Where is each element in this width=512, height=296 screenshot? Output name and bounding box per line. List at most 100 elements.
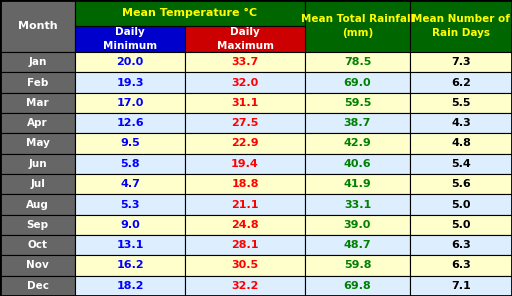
Bar — [185, 255, 305, 276]
Bar — [0, 276, 75, 296]
Bar — [185, 194, 305, 215]
Bar — [75, 52, 185, 72]
Text: 48.7: 48.7 — [344, 240, 371, 250]
Text: 42.9: 42.9 — [344, 139, 371, 149]
Bar — [305, 113, 410, 133]
Bar — [0, 93, 75, 113]
Bar — [305, 174, 410, 194]
Text: 33.1: 33.1 — [344, 200, 371, 210]
Bar — [75, 26, 185, 52]
Text: Daily
Maximum: Daily Maximum — [217, 28, 273, 51]
Text: Jul: Jul — [30, 179, 45, 189]
Bar — [0, 215, 75, 235]
Text: 4.3: 4.3 — [451, 118, 471, 128]
Text: Nov: Nov — [26, 260, 49, 271]
Text: 6.2: 6.2 — [451, 78, 471, 88]
Bar — [75, 215, 185, 235]
Bar — [410, 0, 512, 52]
Bar — [305, 72, 410, 93]
Text: 24.8: 24.8 — [231, 220, 259, 230]
Bar — [75, 93, 185, 113]
Text: 18.8: 18.8 — [231, 179, 259, 189]
Bar — [75, 72, 185, 93]
Text: Mean Number of
Rain Days: Mean Number of Rain Days — [412, 15, 510, 38]
Text: 5.0: 5.0 — [451, 220, 471, 230]
Text: 39.0: 39.0 — [344, 220, 371, 230]
Text: 5.3: 5.3 — [120, 200, 140, 210]
Bar — [0, 154, 75, 174]
Bar — [0, 0, 75, 52]
Bar — [410, 255, 512, 276]
Text: 28.1: 28.1 — [231, 240, 259, 250]
Bar — [410, 174, 512, 194]
Bar — [75, 113, 185, 133]
Text: 31.1: 31.1 — [231, 98, 259, 108]
Bar — [185, 72, 305, 93]
Text: Mean Total Rainfall
(mm): Mean Total Rainfall (mm) — [301, 15, 414, 38]
Text: 5.5: 5.5 — [451, 98, 471, 108]
Bar — [410, 72, 512, 93]
Bar — [185, 52, 305, 72]
Bar — [0, 52, 75, 72]
Bar — [185, 26, 305, 52]
Text: 40.6: 40.6 — [344, 159, 371, 169]
Text: 16.2: 16.2 — [116, 260, 144, 271]
Bar — [0, 174, 75, 194]
Text: 32.0: 32.0 — [231, 78, 259, 88]
Text: 6.3: 6.3 — [451, 260, 471, 271]
Text: 32.2: 32.2 — [231, 281, 259, 291]
Bar — [185, 276, 305, 296]
Bar — [410, 52, 512, 72]
Bar — [185, 235, 305, 255]
Bar — [305, 93, 410, 113]
Text: 21.1: 21.1 — [231, 200, 259, 210]
Text: 69.8: 69.8 — [344, 281, 371, 291]
Text: 19.4: 19.4 — [231, 159, 259, 169]
Bar — [185, 154, 305, 174]
Bar — [75, 255, 185, 276]
Text: 59.8: 59.8 — [344, 260, 371, 271]
Text: Jun: Jun — [28, 159, 47, 169]
Text: 19.3: 19.3 — [116, 78, 144, 88]
Text: 30.5: 30.5 — [231, 260, 259, 271]
Text: 17.0: 17.0 — [116, 98, 144, 108]
Bar — [410, 93, 512, 113]
Bar — [0, 113, 75, 133]
Text: 78.5: 78.5 — [344, 57, 371, 67]
Text: 7.1: 7.1 — [451, 281, 471, 291]
Text: May: May — [26, 139, 50, 149]
Text: Apr: Apr — [27, 118, 48, 128]
Bar — [410, 215, 512, 235]
Text: 59.5: 59.5 — [344, 98, 371, 108]
Text: Mean Temperature °C: Mean Temperature °C — [122, 8, 258, 18]
Text: Aug: Aug — [26, 200, 49, 210]
Text: Dec: Dec — [27, 281, 49, 291]
Bar — [410, 235, 512, 255]
Text: 5.6: 5.6 — [451, 179, 471, 189]
Bar — [185, 215, 305, 235]
Bar — [305, 235, 410, 255]
Text: 7.3: 7.3 — [451, 57, 471, 67]
Bar — [0, 235, 75, 255]
Bar — [305, 215, 410, 235]
Text: 5.4: 5.4 — [451, 159, 471, 169]
Bar — [0, 194, 75, 215]
Text: Month: Month — [18, 21, 57, 31]
Bar — [305, 154, 410, 174]
Text: 9.5: 9.5 — [120, 139, 140, 149]
Bar — [305, 255, 410, 276]
Bar — [75, 0, 305, 26]
Text: Mar: Mar — [26, 98, 49, 108]
Text: 5.0: 5.0 — [451, 200, 471, 210]
Text: 41.9: 41.9 — [344, 179, 371, 189]
Text: 9.0: 9.0 — [120, 220, 140, 230]
Text: Sep: Sep — [27, 220, 49, 230]
Text: 4.7: 4.7 — [120, 179, 140, 189]
Text: 20.0: 20.0 — [116, 57, 144, 67]
Text: 13.1: 13.1 — [116, 240, 144, 250]
Text: 4.8: 4.8 — [451, 139, 471, 149]
Text: 27.5: 27.5 — [231, 118, 259, 128]
Text: 12.6: 12.6 — [116, 118, 144, 128]
Bar — [305, 194, 410, 215]
Bar — [75, 154, 185, 174]
